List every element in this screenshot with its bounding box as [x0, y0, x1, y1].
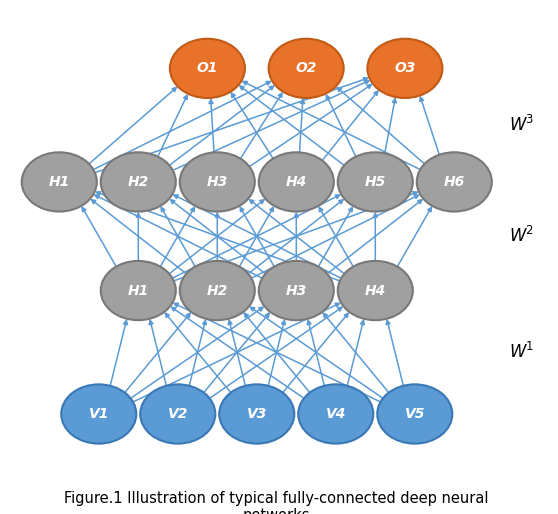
Text: H1: H1 [49, 175, 70, 189]
Text: V5: V5 [405, 407, 425, 421]
Ellipse shape [180, 152, 255, 212]
Text: O1: O1 [197, 61, 218, 76]
Ellipse shape [299, 384, 373, 444]
Ellipse shape [367, 39, 442, 98]
Ellipse shape [180, 261, 255, 320]
Text: $\mathbf{\mathit{W}}^{3}$: $\mathbf{\mathit{W}}^{3}$ [508, 115, 533, 135]
Text: $\mathbf{\mathit{W}}^{2}$: $\mathbf{\mathit{W}}^{2}$ [508, 226, 533, 246]
Text: H2: H2 [128, 175, 149, 189]
Ellipse shape [338, 261, 413, 320]
Ellipse shape [140, 384, 215, 444]
Ellipse shape [338, 152, 413, 212]
Text: H6: H6 [444, 175, 465, 189]
Text: H1: H1 [128, 284, 149, 298]
Ellipse shape [219, 384, 294, 444]
Ellipse shape [101, 261, 176, 320]
Text: H3: H3 [206, 175, 228, 189]
Text: H3: H3 [286, 284, 307, 298]
Text: V1: V1 [89, 407, 109, 421]
Text: H4: H4 [365, 284, 386, 298]
Text: H5: H5 [365, 175, 386, 189]
Text: V2: V2 [167, 407, 188, 421]
Ellipse shape [22, 152, 97, 212]
Ellipse shape [268, 39, 344, 98]
Ellipse shape [101, 152, 176, 212]
Text: V4: V4 [326, 407, 346, 421]
Ellipse shape [61, 384, 136, 444]
Text: V3: V3 [247, 407, 267, 421]
Ellipse shape [170, 39, 245, 98]
Text: $\mathbf{\mathit{W}}^{1}$: $\mathbf{\mathit{W}}^{1}$ [508, 342, 533, 362]
Text: O3: O3 [394, 61, 416, 76]
Ellipse shape [417, 152, 492, 212]
Text: H2: H2 [206, 284, 228, 298]
Ellipse shape [259, 261, 334, 320]
Ellipse shape [377, 384, 453, 444]
Text: Figure.1 Illustration of typical fully-connected deep neural
networks: Figure.1 Illustration of typical fully-c… [64, 491, 489, 514]
Text: O2: O2 [296, 61, 317, 76]
Ellipse shape [259, 152, 334, 212]
Text: H4: H4 [286, 175, 307, 189]
